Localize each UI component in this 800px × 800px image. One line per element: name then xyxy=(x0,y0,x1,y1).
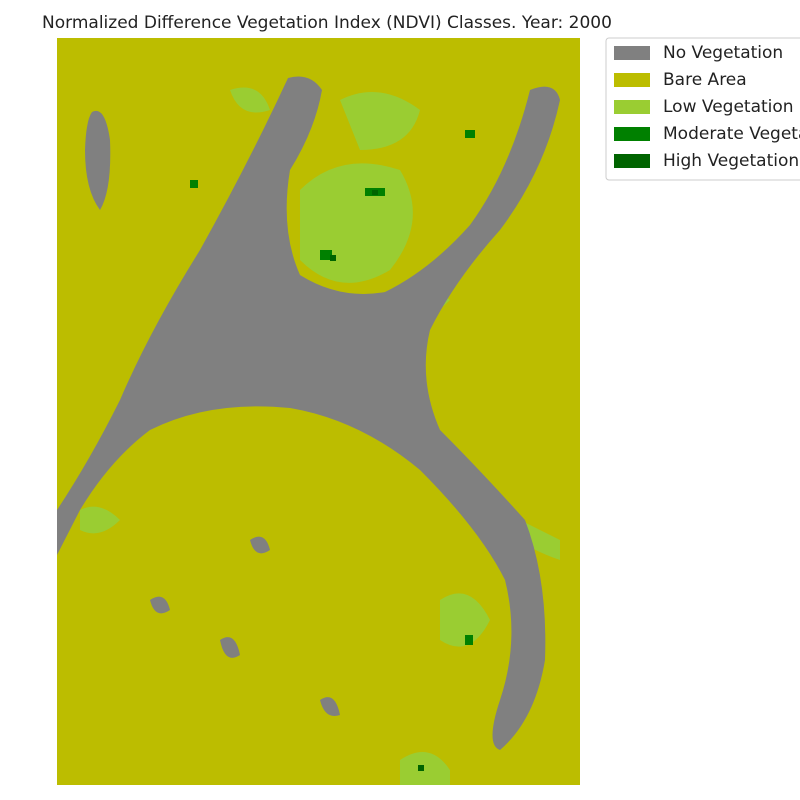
ndvi-map xyxy=(57,38,580,785)
legend-swatch xyxy=(614,46,650,60)
legend-swatch xyxy=(614,100,650,114)
legend-frame xyxy=(605,37,800,181)
legend-swatch xyxy=(614,154,650,168)
legend-swatch xyxy=(614,73,650,87)
legend-label: Bare Area xyxy=(663,70,747,90)
no-vegetation-areas xyxy=(57,76,560,750)
legend-swatch xyxy=(614,127,650,141)
legend: No Vegetation Bare Area Low Vegetation Mode… xyxy=(605,37,800,181)
legend-label: No Vegetation xyxy=(663,43,783,63)
legend-label: High Vegetation xyxy=(663,151,799,171)
high-vegetation-patches xyxy=(330,190,424,771)
map-title: Normalized Difference Vegetation Index (… xyxy=(42,13,612,33)
legend-label: Moderate Vegetation xyxy=(663,124,800,144)
legend-label: Low Vegetation xyxy=(663,97,794,117)
